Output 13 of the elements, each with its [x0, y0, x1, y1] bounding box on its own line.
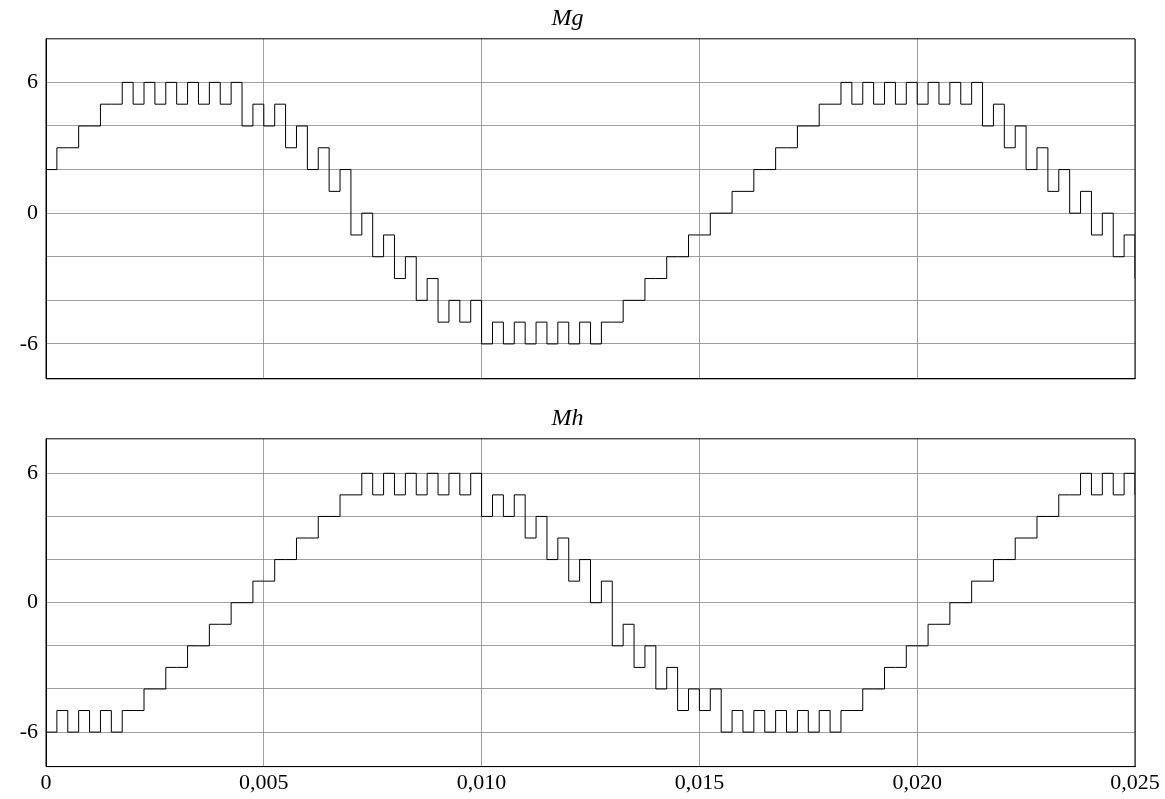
- y-tick-label: 6: [27, 459, 38, 485]
- y-tick-label: 6: [27, 68, 38, 94]
- y-tick-label: 0: [27, 198, 38, 224]
- x-tick-label: 0,010: [456, 768, 507, 794]
- chart-title: Mg: [550, 3, 584, 30]
- y-tick-label: -6: [19, 717, 38, 743]
- x-tick-label: 0,005: [239, 768, 289, 794]
- chart-title: Mh: [550, 403, 584, 430]
- x-tick-label: 0,025: [1110, 768, 1160, 794]
- x-tick-label: 0,015: [674, 768, 725, 794]
- y-tick-label: -6: [19, 329, 38, 355]
- x-tick-label: 0,020: [892, 768, 942, 794]
- y-tick-label: 0: [27, 588, 38, 614]
